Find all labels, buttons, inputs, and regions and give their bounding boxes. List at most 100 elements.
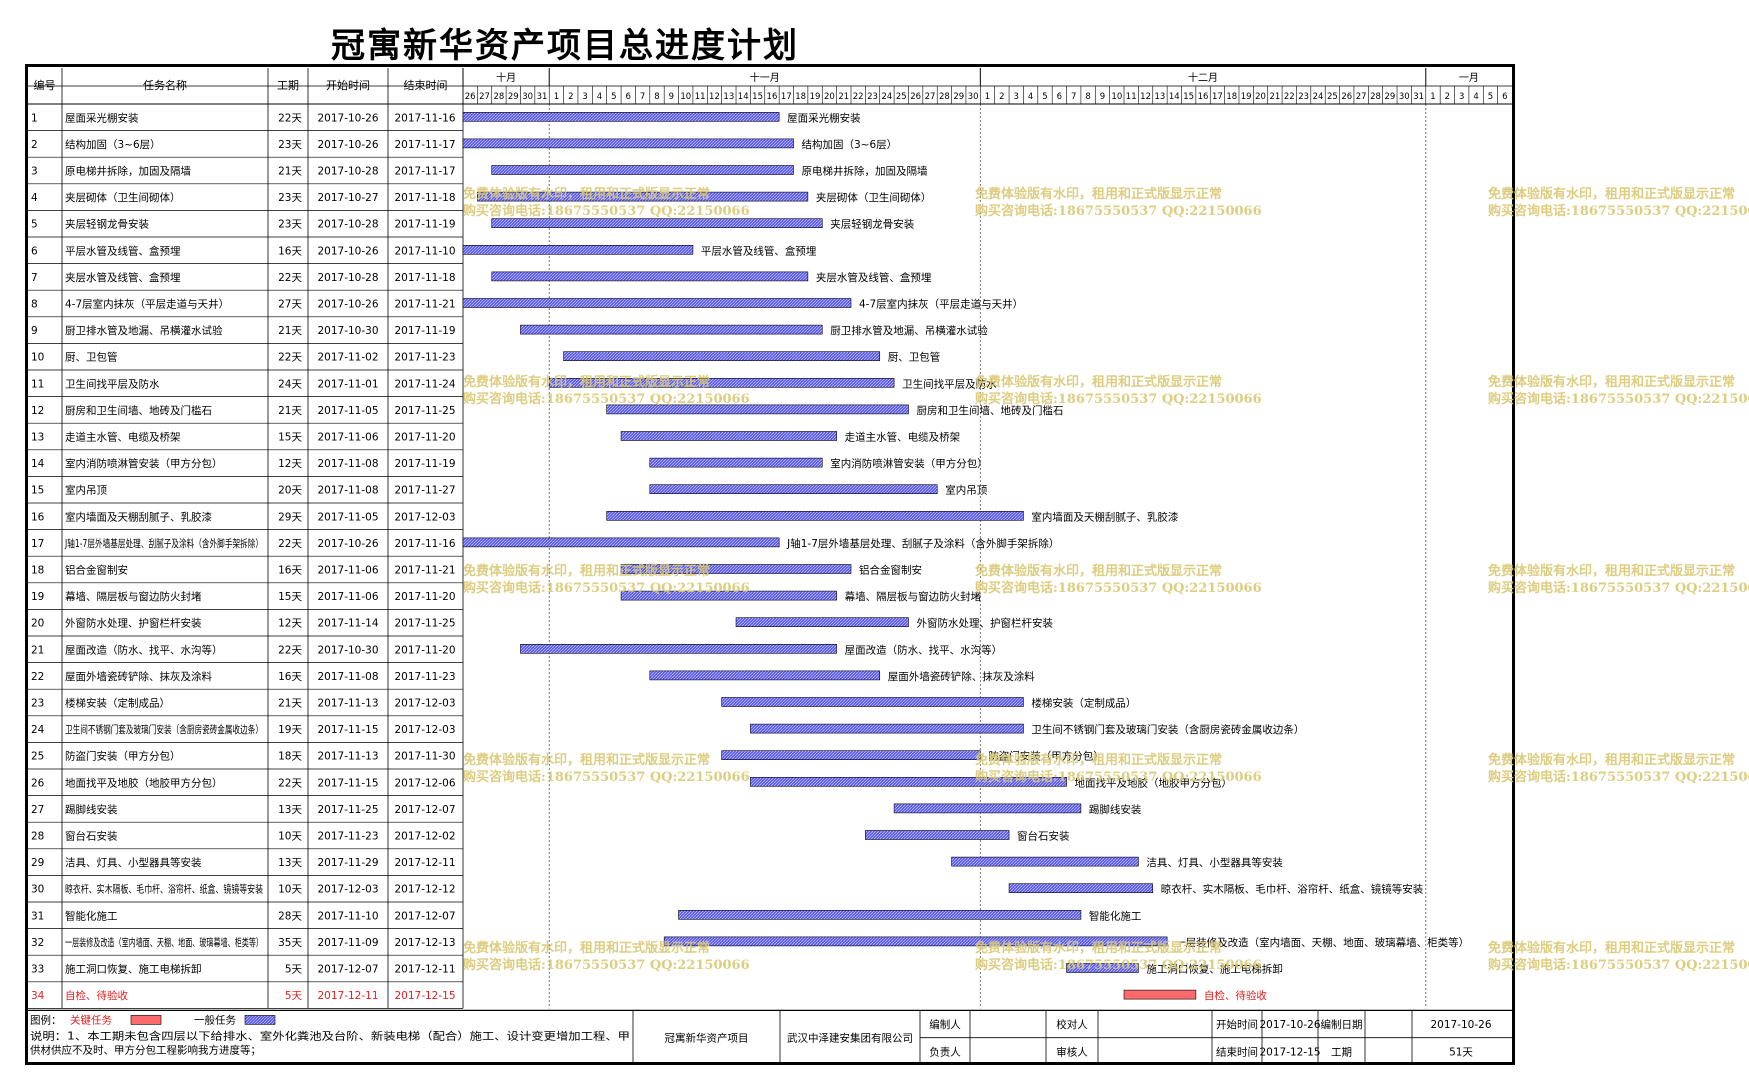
gantt-bar bbox=[491, 165, 794, 175]
bar-label: 卫生间不锈钢门套及玻璃门安装（含厨房瓷砖金属收边条） bbox=[1031, 723, 1304, 736]
task-id: 29 bbox=[31, 857, 44, 869]
day-label: 20 bbox=[1255, 92, 1266, 102]
day-label: 21 bbox=[838, 92, 849, 102]
day-label: 26 bbox=[1341, 92, 1352, 102]
day-label: 15 bbox=[1183, 92, 1194, 102]
day-label: 1 bbox=[554, 92, 559, 102]
task-duration: 20天 bbox=[278, 485, 302, 497]
task-name: 平层水管及线管、盒预埋 bbox=[65, 244, 181, 257]
day-label: 9 bbox=[669, 92, 674, 102]
task-name: 厨、卫包管 bbox=[65, 351, 118, 364]
day-label: 4 bbox=[1028, 92, 1033, 102]
day-label: 12 bbox=[1140, 92, 1151, 102]
gantt-bar bbox=[462, 537, 780, 548]
day-label: 26 bbox=[910, 92, 921, 102]
task-duration: 16天 bbox=[278, 565, 302, 577]
task-end: 2017-11-21 bbox=[394, 299, 455, 311]
task-duration: 16天 bbox=[278, 245, 302, 257]
task-end: 2017-11-19 bbox=[394, 458, 455, 470]
bar-label: 厨、卫包管 bbox=[888, 351, 941, 364]
gantt-bar bbox=[606, 404, 909, 415]
bar-label: 走道主水管、电缆及桥架 bbox=[845, 431, 961, 444]
day-label: 20 bbox=[824, 92, 835, 102]
gantt-bar bbox=[951, 856, 1139, 867]
task-id: 5 bbox=[31, 219, 38, 231]
task-end: 2017-11-25 bbox=[394, 405, 455, 417]
day-label: 30 bbox=[522, 92, 533, 102]
day-label: 30 bbox=[968, 92, 979, 102]
task-start: 2017-12-03 bbox=[317, 884, 378, 896]
task-id: 6 bbox=[31, 245, 38, 257]
task-duration: 5天 bbox=[285, 964, 303, 976]
month-label: 一月 bbox=[1459, 72, 1479, 84]
bar-label: 夹层轻钢龙骨安装 bbox=[830, 218, 914, 231]
task-duration: 21天 bbox=[278, 325, 302, 337]
day-label: 24 bbox=[882, 92, 893, 102]
bar-label: 卫生间找平层及防水 bbox=[902, 377, 997, 390]
task-start: 2017-10-28 bbox=[317, 272, 378, 284]
bar-label: 洁具、灯具、小型器具等安装 bbox=[1146, 856, 1283, 869]
task-duration: 16天 bbox=[278, 671, 302, 683]
task-start: 2017-10-30 bbox=[317, 325, 378, 337]
task-name: 结构加固（3~6层） bbox=[65, 138, 161, 151]
day-label: 5 bbox=[611, 92, 616, 102]
task-name: 幕墙、隔层板与窗边防火封堵 bbox=[65, 590, 202, 603]
task-name: 4-7层室内抹灰（平层走道与天井） bbox=[65, 298, 229, 311]
task-name: 窗台石安装 bbox=[65, 830, 118, 843]
column-header: 工期 bbox=[277, 79, 299, 92]
day-label: 4 bbox=[597, 92, 602, 102]
column-header: 任务名称 bbox=[143, 78, 187, 92]
day-label: 27 bbox=[479, 92, 490, 102]
task-end: 2017-11-19 bbox=[394, 325, 455, 337]
day-label: 2 bbox=[1445, 92, 1450, 102]
note-line: 说明：1、本工期未包含四层以下给排水、室外化粪池及台阶、新装电梯（配合）施工、设… bbox=[30, 1029, 630, 1042]
task-id: 15 bbox=[31, 485, 44, 497]
note-line: 供材供应不及时、甲方分包工程影响我方进度等； bbox=[30, 1043, 261, 1056]
gantt-bar bbox=[721, 750, 981, 761]
task-end: 2017-11-24 bbox=[394, 378, 455, 390]
task-id: 26 bbox=[31, 777, 45, 789]
bar-label: 地面找平及地胶（地胶甲方分包） bbox=[1075, 776, 1233, 789]
bar-label: 厨卫排水管及地漏、吊横灌水试验 bbox=[830, 324, 988, 337]
day-label: 14 bbox=[1169, 92, 1180, 102]
task-duration: 22天 bbox=[278, 352, 302, 364]
day-label: 16 bbox=[1198, 92, 1209, 102]
footer-end-label: 结束时间 bbox=[1216, 1045, 1258, 1058]
gantt-bar bbox=[1123, 989, 1197, 1000]
day-label: 8 bbox=[1085, 92, 1090, 102]
day-label: 11 bbox=[1126, 92, 1137, 102]
bar-label: 室内消防喷淋管安装（甲方分包） bbox=[830, 457, 988, 470]
column-header: 结束时间 bbox=[404, 79, 448, 92]
task-id: 22 bbox=[31, 671, 44, 683]
task-name: 施工洞口恢复、施工电梯拆卸 bbox=[65, 963, 202, 976]
day-label: 15 bbox=[752, 92, 763, 102]
task-start: 2017-11-01 bbox=[317, 378, 378, 390]
legend-critical-label: 关键任务 bbox=[70, 1013, 112, 1026]
task-id: 25 bbox=[31, 751, 44, 763]
footer-company: 武汉中泽建安集团有限公司 bbox=[787, 1032, 913, 1045]
day-label: 13 bbox=[1155, 92, 1166, 102]
bar-label: 自检、待验收 bbox=[1204, 989, 1267, 1002]
day-label: 3 bbox=[582, 92, 587, 102]
day-label: 6 bbox=[1502, 92, 1507, 102]
task-id: 34 bbox=[31, 990, 45, 1002]
gantt-bar bbox=[649, 457, 823, 468]
task-duration: 29天 bbox=[278, 511, 302, 523]
task-id: 19 bbox=[31, 591, 44, 603]
gantt-bar bbox=[462, 298, 852, 308]
bar-label: 屋面采光棚安装 bbox=[787, 111, 861, 124]
task-duration: 24天 bbox=[278, 378, 302, 390]
task-end: 2017-12-11 bbox=[394, 964, 455, 976]
task-id: 8 bbox=[31, 299, 38, 311]
task-name: 一层装修及改造（室内墙面、天棚、地面、玻璃幕墙、柜类等） bbox=[65, 936, 263, 949]
gantt-bar bbox=[678, 909, 1082, 920]
task-name: 夹层水管及线管、盒预埋 bbox=[65, 271, 181, 284]
task-end: 2017-12-03 bbox=[394, 511, 455, 523]
task-duration: 21天 bbox=[278, 166, 302, 178]
task-start: 2017-11-23 bbox=[317, 831, 378, 843]
task-end: 2017-11-19 bbox=[394, 219, 455, 231]
day-label: 21 bbox=[1269, 92, 1280, 102]
task-end: 2017-11-20 bbox=[394, 432, 455, 444]
task-start: 2017-10-26 bbox=[317, 245, 378, 257]
task-end: 2017-11-18 bbox=[394, 272, 455, 284]
